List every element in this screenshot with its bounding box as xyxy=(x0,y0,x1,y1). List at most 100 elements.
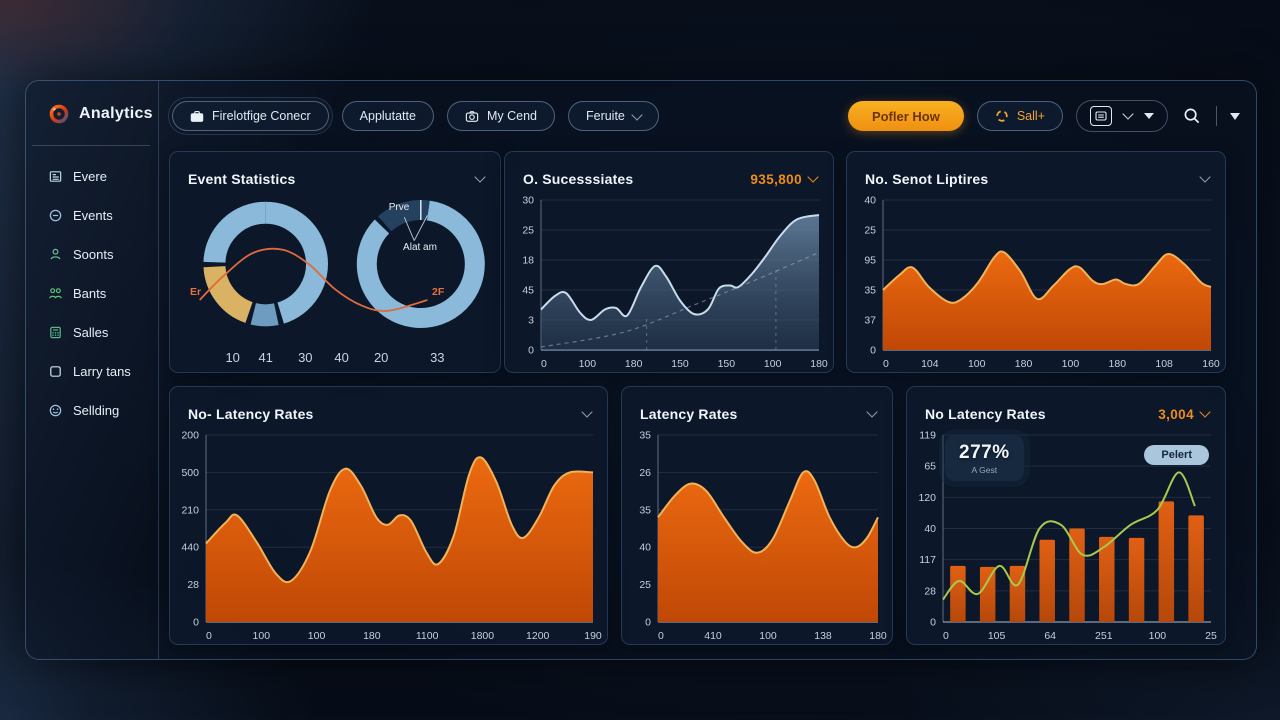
chart-canvas: 40 25 95 35 37 00 104 100 180 100 180 108 160 xyxy=(864,195,1220,371)
toolbar: Firelotfige Conecr Applutatte My Cend Fe… xyxy=(172,99,1240,133)
svg-text:108: 108 xyxy=(1155,358,1173,370)
svg-text:1200: 1200 xyxy=(526,630,550,642)
view-options-group[interactable] xyxy=(1076,100,1168,132)
svg-text:28: 28 xyxy=(924,585,936,597)
svg-text:100: 100 xyxy=(1149,630,1167,642)
svg-text:25: 25 xyxy=(639,579,651,591)
user-menu-caret[interactable] xyxy=(1230,112,1240,120)
sidebar-item-evere[interactable]: Evere xyxy=(26,157,158,196)
svg-text:251: 251 xyxy=(1095,630,1113,642)
svg-text:150: 150 xyxy=(718,358,736,370)
filter-button-label: Applutatte xyxy=(359,109,416,123)
svg-text:180: 180 xyxy=(1015,358,1033,370)
svg-text:0: 0 xyxy=(528,345,534,357)
svg-text:35: 35 xyxy=(639,504,651,516)
sidebar-item-bants[interactable]: Bants xyxy=(26,274,158,313)
svg-text:28: 28 xyxy=(187,579,199,591)
svg-text:100: 100 xyxy=(1062,358,1080,370)
panel-title: No. Senot Liptires xyxy=(865,171,989,187)
svg-text:41: 41 xyxy=(258,350,272,365)
svg-text:100: 100 xyxy=(764,358,782,370)
no-latency-rates-chart: 200 500 210 440 28 0 0 100 100 180 1100 1800 1200 190 xyxy=(170,427,607,644)
search-icon[interactable] xyxy=(1181,107,1203,125)
svg-text:160: 160 xyxy=(1202,358,1220,370)
panel-value: 935,800 xyxy=(750,171,802,187)
svg-text:0: 0 xyxy=(193,617,199,629)
sidebar-item-events[interactable]: Events xyxy=(26,196,158,235)
sidebar-item-label: Bants xyxy=(73,286,107,301)
chevron-down-icon[interactable] xyxy=(1199,406,1211,418)
pelert-button[interactable]: Pelert xyxy=(1144,445,1209,465)
svg-text:100: 100 xyxy=(308,630,326,642)
chart-canvas: 35 26 35 40 25 00 410 100 138 180 xyxy=(639,430,887,643)
filter-button-label: Feruite xyxy=(585,109,625,123)
svg-text:65: 65 xyxy=(924,461,936,473)
chevron-down-icon[interactable] xyxy=(866,406,878,418)
sale-button-label: Sall+ xyxy=(1016,109,1045,123)
panel-no-latency-rates: No- Latency Rates 200 500 210 440 28 0 0 100 100… xyxy=(169,386,608,645)
briefcase-icon xyxy=(190,110,204,122)
svg-text:30: 30 xyxy=(298,350,312,365)
square-icon xyxy=(48,364,63,379)
svg-text:0: 0 xyxy=(883,358,889,370)
filter-button-feruite[interactable]: Feruite xyxy=(567,101,659,131)
filter-button-applutatte[interactable]: Applutatte xyxy=(341,101,434,131)
chevron-down-icon[interactable] xyxy=(807,171,819,183)
svg-text:0: 0 xyxy=(870,345,876,357)
svg-text:440: 440 xyxy=(181,542,199,554)
svg-text:30: 30 xyxy=(522,195,534,207)
chart-canvas: 200 500 210 440 28 00 100 100 180 1100 1800 1200 190 xyxy=(181,430,601,643)
camera-icon xyxy=(465,110,479,122)
chevron-down-icon[interactable] xyxy=(581,406,593,418)
svg-text:35: 35 xyxy=(864,285,876,297)
panel-header: Latency Rates xyxy=(622,387,892,427)
sidebar-item-larry-tans[interactable]: Larry tans xyxy=(26,352,158,391)
svg-text:25: 25 xyxy=(1205,630,1217,642)
panel-title: No- Latency Rates xyxy=(188,406,314,422)
sidebar-item-soonts[interactable]: Soonts xyxy=(26,235,158,274)
sidebar-item-sellding[interactable]: Sellding xyxy=(26,391,158,430)
dashboard-container: Analytics Evere Events Soonts xyxy=(25,80,1257,660)
sale-button[interactable]: Sall+ xyxy=(976,101,1063,131)
app-logo: Analytics xyxy=(26,81,158,125)
percentage-badge: 277% A Gest xyxy=(945,435,1024,481)
curve-label-left: Er xyxy=(190,286,202,298)
chevron-down-icon[interactable] xyxy=(1122,108,1134,120)
panel-value: 3,004 xyxy=(1158,406,1194,422)
sidebar: Analytics Evere Events Soonts xyxy=(26,81,159,659)
panel-header: Event Statistics xyxy=(170,152,500,192)
news-icon xyxy=(48,169,63,184)
sidebar-item-label: Salles xyxy=(73,325,109,340)
svg-text:100: 100 xyxy=(759,630,777,642)
chart-canvas: 119 65 120 40 117 28 00 105 64 251 100 25 xyxy=(918,430,1217,643)
panel-event-statistics: Event Statistics Er 2F Prve Alat am 10 41… xyxy=(169,151,501,373)
svg-text:45: 45 xyxy=(522,285,534,297)
curve-label-right: 2F xyxy=(432,286,445,298)
primary-action-button[interactable]: Pofler How xyxy=(847,101,964,131)
filter-button-my-cend[interactable]: My Cend xyxy=(446,101,555,131)
svg-text:210: 210 xyxy=(181,504,199,516)
chevron-down-icon[interactable] xyxy=(474,171,486,183)
panel-title: O. Sucesssiates xyxy=(523,171,634,187)
filter-button-firelotfige[interactable]: Firelotfige Conecr xyxy=(172,101,329,131)
slice-label-inner: Alat am xyxy=(403,242,437,253)
sidebar-item-label: Events xyxy=(73,208,113,223)
svg-text:10: 10 xyxy=(225,350,239,365)
panel-sensor-uptimes: No. Senot Liptires 40 25 95 35 37 0 0 104 100 180… xyxy=(846,151,1226,373)
svg-text:104: 104 xyxy=(921,358,939,370)
slice-label-outer: Prve xyxy=(388,202,410,213)
chart-canvas: 10 41 30 40 20 33 xyxy=(199,200,485,365)
sidebar-item-label: Soonts xyxy=(73,247,114,262)
svg-text:37: 37 xyxy=(864,315,876,327)
panel-title: Latency Rates xyxy=(640,406,738,422)
chevron-down-icon[interactable] xyxy=(1199,171,1211,183)
person-icon xyxy=(48,247,63,262)
sidebar-divider xyxy=(32,145,150,146)
svg-text:100: 100 xyxy=(579,358,597,370)
svg-text:35: 35 xyxy=(639,430,651,442)
chevron-down-icon xyxy=(631,109,643,121)
caret-down-icon[interactable] xyxy=(1144,113,1154,119)
svg-text:95: 95 xyxy=(864,255,876,267)
sidebar-item-salles[interactable]: Salles xyxy=(26,313,158,352)
loader-icon xyxy=(996,110,1008,122)
